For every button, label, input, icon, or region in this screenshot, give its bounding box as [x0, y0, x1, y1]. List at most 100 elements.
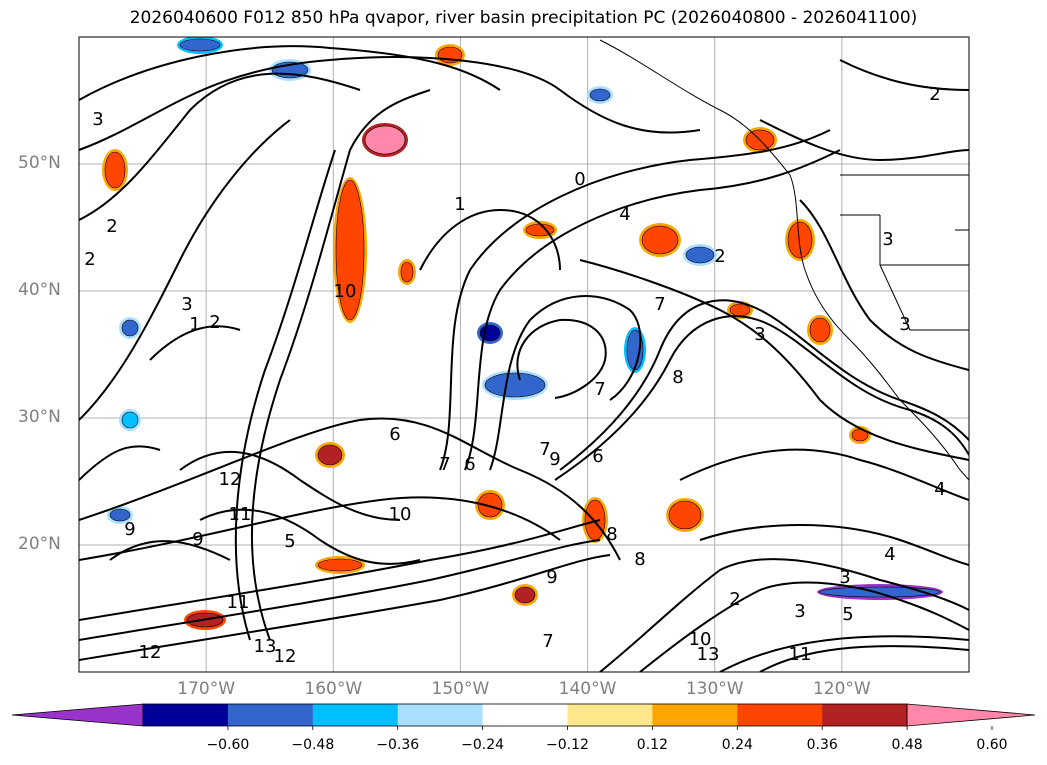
- contour-label: 2: [729, 589, 740, 610]
- qvapor-contour-line: [234, 149, 336, 641]
- lat-label: 30°N: [18, 407, 61, 427]
- precip-pc-core: [109, 508, 131, 522]
- contour-label: 8: [634, 549, 645, 570]
- contour-label: 2: [714, 246, 725, 267]
- qvapor-contour-line: [759, 645, 969, 672]
- precip-pc-core: [514, 586, 536, 604]
- qvapor-contour-line: [679, 448, 969, 501]
- qvapor-contour-line: [79, 417, 621, 561]
- lon-label: 140°W: [558, 679, 617, 699]
- contour-label: 10: [334, 281, 357, 302]
- contour-label: 11: [229, 504, 252, 525]
- qvapor-contour-line: [79, 72, 361, 221]
- precip-pc-core: [809, 317, 831, 343]
- qvapor-contour-line: [109, 540, 231, 561]
- precip-pc-core: [364, 125, 406, 155]
- contour-label: 10: [389, 504, 412, 525]
- contour-label: 10: [689, 629, 712, 650]
- colorbar-tick-label: 0.12: [636, 737, 668, 753]
- qvapor-contour-line: [554, 315, 969, 481]
- qvapor-contour-line: [759, 119, 969, 162]
- qvapor-contours: [79, 45, 969, 672]
- precip-pc-core: [729, 303, 751, 317]
- qvapor-contour-line: [149, 325, 241, 361]
- precip-pc-core: [400, 261, 414, 283]
- contour-label: 2: [929, 84, 940, 105]
- contour-label: 8: [606, 524, 617, 545]
- contour-label: 13: [697, 644, 720, 665]
- colorbar-tick-label: −0.60: [206, 737, 250, 753]
- contour-label: 7: [539, 439, 550, 460]
- contour-label: 3: [794, 601, 805, 622]
- colorbar-bin: [227, 704, 314, 726]
- qvapor-contour-line: [719, 635, 969, 672]
- precip-pc-core: [121, 411, 139, 429]
- contour-label: 7: [542, 631, 553, 652]
- lon-label: 120°W: [812, 679, 871, 699]
- precip-pc-core: [317, 558, 363, 572]
- map-gridlines: [79, 37, 969, 672]
- qvapor-contour-line: [199, 508, 421, 565]
- precip-pc-core: [335, 179, 365, 321]
- contour-label: 5: [842, 604, 853, 625]
- colorbar-tick-label: −0.36: [376, 737, 420, 753]
- qvapor-contour-line: [489, 295, 642, 471]
- contour-label: 3: [181, 294, 192, 315]
- qvapor-contour-line: [419, 208, 561, 271]
- lat-label: 50°N: [18, 153, 61, 173]
- precip-pc-core: [685, 246, 715, 264]
- colorbar-bin: [737, 704, 823, 726]
- contour-label: 3: [754, 324, 765, 345]
- qvapor-contour-line: [599, 558, 969, 672]
- precip-pc-core: [484, 372, 546, 398]
- precip-pc-core: [121, 319, 139, 337]
- contour-label: 2: [84, 249, 95, 270]
- lat-label: 40°N: [18, 280, 61, 300]
- contour-label: 6: [592, 446, 603, 467]
- contour-label: 9: [549, 449, 560, 470]
- contour-label: 9: [546, 567, 557, 588]
- precip-pc-core: [819, 586, 941, 598]
- contour-label: 7: [654, 294, 665, 315]
- qvapor-contour-line: [79, 539, 601, 641]
- contour-label: 3: [899, 314, 910, 335]
- state-boundary: [840, 174, 969, 331]
- qvapor-contour-line: [699, 524, 969, 566]
- colorbar-bin: [397, 704, 484, 726]
- contour-label: 12: [219, 469, 242, 490]
- colorbar-bin: [652, 704, 738, 726]
- qvapor-contour-line: [79, 45, 501, 101]
- contour-label: 3: [882, 229, 893, 250]
- precip-pc-core: [317, 444, 343, 466]
- contour-label: 3: [839, 567, 850, 588]
- contour-label: 1: [454, 194, 465, 215]
- precip-pc-core: [668, 500, 702, 530]
- lon-label: 170°W: [177, 679, 236, 699]
- qvapor-contour-line: [79, 554, 611, 661]
- colorbar-bin: [482, 704, 568, 726]
- contour-label: 3: [92, 109, 103, 130]
- contour-label: 4: [884, 544, 895, 565]
- qvapor-contour-line: [799, 199, 969, 371]
- lon-label: 150°W: [431, 679, 490, 699]
- contour-label: 12: [274, 646, 297, 667]
- contour-label: 4: [619, 204, 630, 225]
- contour-label: 11: [227, 592, 250, 613]
- contour-label: 6: [464, 454, 475, 475]
- contour-label: 7: [594, 379, 605, 400]
- qvapor-contour-line: [839, 59, 969, 91]
- qvapor-contour-line: [559, 299, 969, 471]
- contour-label: 9: [124, 519, 135, 540]
- colorbar-tick-label: 0.24: [721, 737, 753, 753]
- colorbar-tick-label: 0.36: [806, 737, 838, 753]
- colorbar-bin: [567, 704, 653, 726]
- contour-label: 7: [439, 454, 450, 475]
- qvapor-contour-line: [79, 119, 291, 421]
- qvapor-contour-line: [639, 581, 969, 672]
- colorbar-extend-high: [906, 703, 1036, 727]
- contour-label: 13: [254, 636, 277, 657]
- colorbar-bin: [822, 704, 908, 726]
